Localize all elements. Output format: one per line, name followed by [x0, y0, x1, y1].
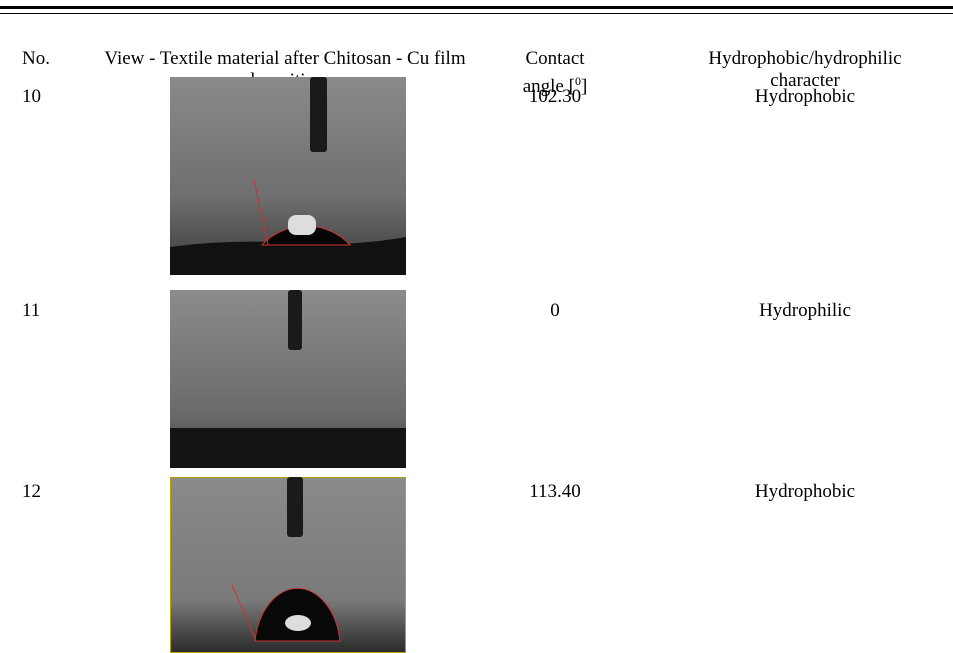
row-no: 11 — [22, 300, 40, 322]
page: No. View - Textile material after Chitos… — [0, 0, 953, 653]
droplet-photo — [170, 290, 406, 468]
top-rule-thin — [0, 13, 953, 14]
droplet-photo — [170, 77, 406, 275]
row-angle: 102.30 — [505, 86, 605, 108]
row-no: 12 — [22, 481, 41, 503]
droplet-photo — [170, 477, 406, 653]
row-angle: 0 — [505, 300, 605, 322]
header-no: No. — [22, 48, 50, 70]
row-character: Hydrophobic — [675, 481, 935, 503]
top-rule — [0, 6, 953, 9]
row-character: Hydrophobic — [675, 86, 935, 108]
row-no: 10 — [22, 86, 41, 108]
row-angle: 113.40 — [505, 481, 605, 503]
row-character: Hydrophilic — [675, 300, 935, 322]
